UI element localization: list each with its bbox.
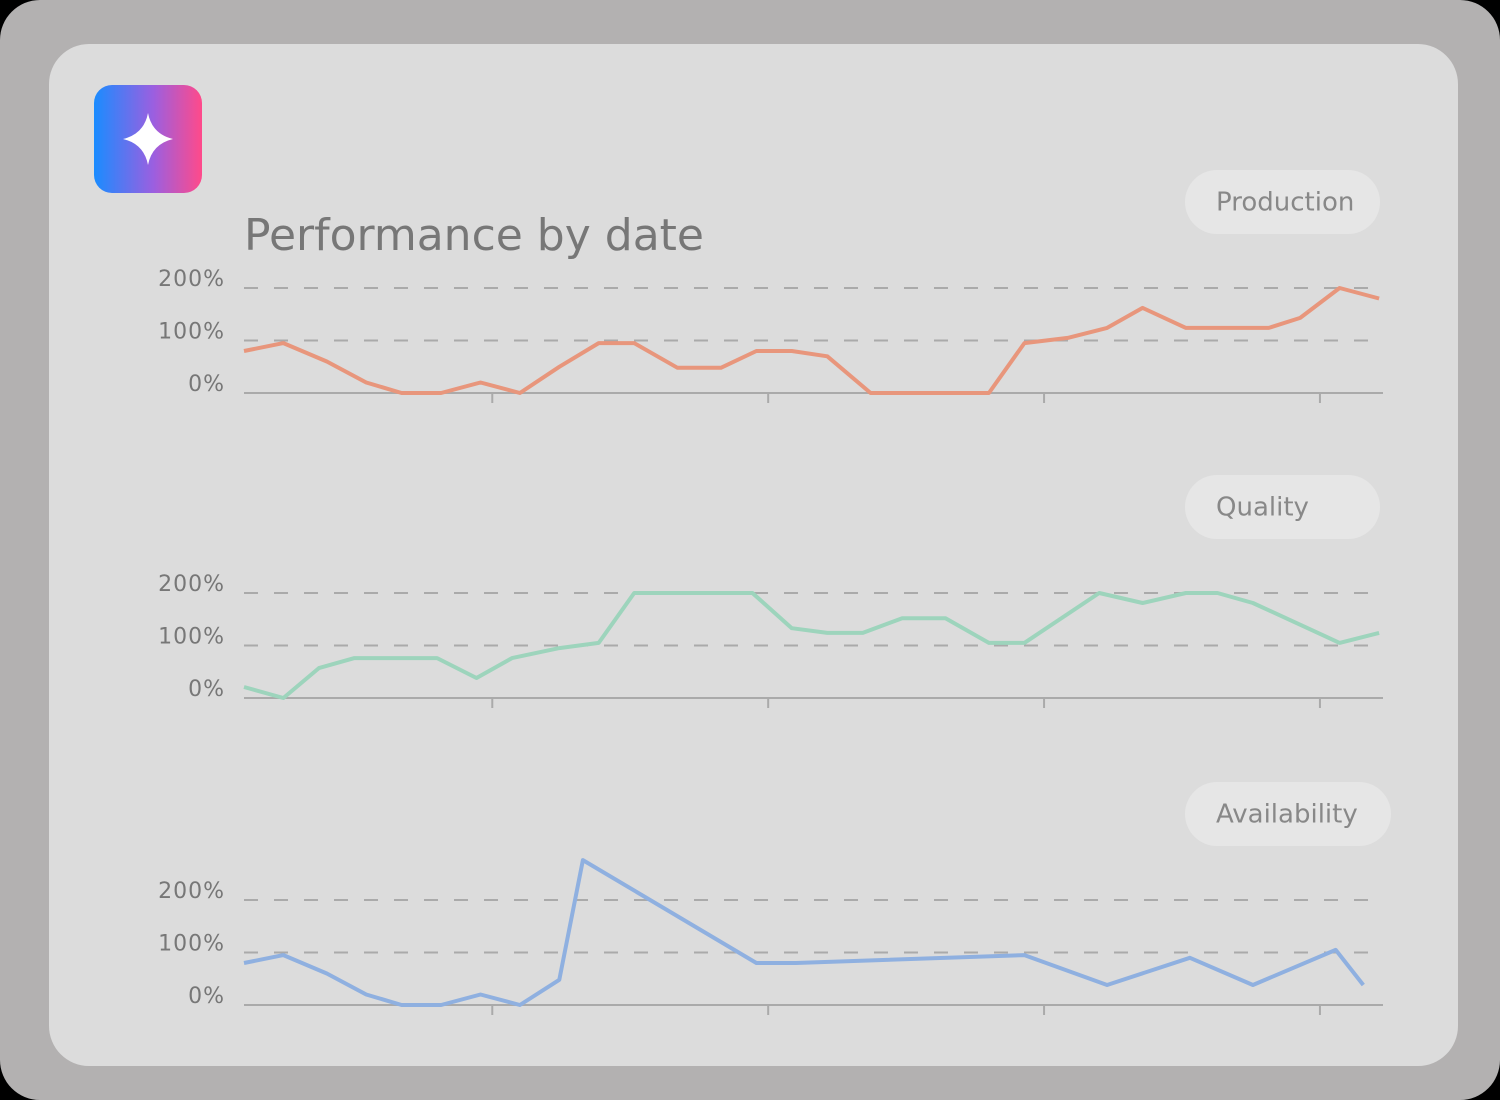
chart-pill	[1185, 170, 1380, 234]
y-tick-label: 0%	[188, 372, 225, 397]
y-tick-label: 200%	[158, 267, 225, 292]
chart-pill	[1185, 782, 1391, 846]
chart-label: Quality	[1216, 493, 1309, 523]
y-tick-label: 0%	[188, 984, 225, 1009]
data-line	[243, 286, 1380, 395]
y-tick-label: 200%	[158, 879, 225, 904]
y-tick-label: 200%	[158, 572, 225, 597]
y-tick-label: 0%	[188, 677, 225, 702]
chart-label: Availability	[1216, 800, 1358, 830]
chart-pill	[1185, 475, 1380, 539]
chart-label: Production	[1216, 188, 1354, 218]
star-icon	[123, 113, 173, 165]
y-tick-label: 100%	[158, 625, 225, 650]
data-line	[243, 858, 1365, 1007]
y-tick-label: 100%	[158, 320, 225, 345]
page-title: Performance by date	[244, 210, 704, 261]
data-line	[243, 591, 1380, 700]
y-tick-label: 100%	[158, 932, 225, 957]
